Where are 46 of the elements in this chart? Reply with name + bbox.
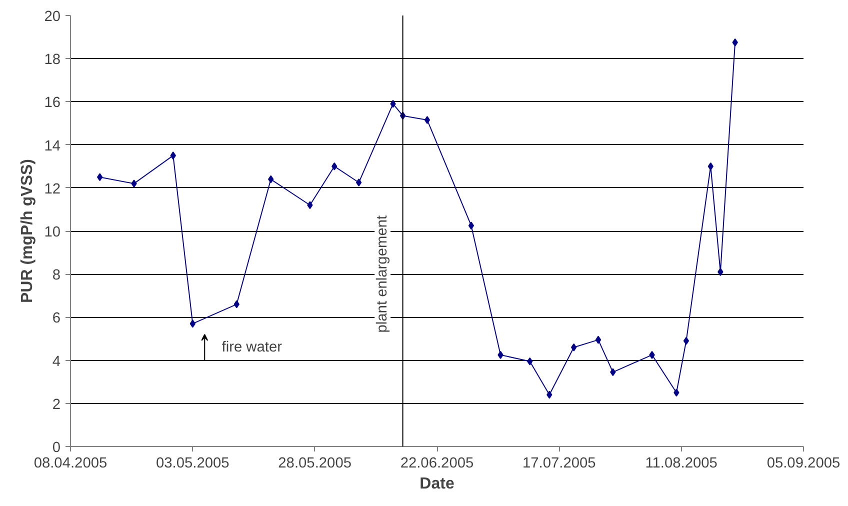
y-axis-title: PUR (mgP/h gVSS) xyxy=(19,158,36,304)
y-tick-label: 8 xyxy=(52,268,61,284)
y-tick-label: 4 xyxy=(52,354,61,370)
y-tick-label: 20 xyxy=(44,9,61,25)
point xyxy=(527,357,533,366)
point xyxy=(468,222,474,230)
point xyxy=(708,162,714,170)
point xyxy=(595,336,602,344)
point xyxy=(307,201,313,210)
y-tick-label: 16 xyxy=(44,95,61,112)
point xyxy=(649,350,655,359)
point xyxy=(131,180,137,188)
point xyxy=(390,100,396,108)
x-tick-label: 05.09.2005 xyxy=(766,456,840,472)
x-tick-label: 22.06.2005 xyxy=(400,456,474,472)
ref-line-label: plant enlargement xyxy=(374,215,391,333)
x-tick-label: 11.08.2005 xyxy=(645,456,718,472)
y-tick-label: 10 xyxy=(44,224,61,240)
point xyxy=(190,320,196,328)
x-tick-label: 17.07.2005 xyxy=(522,456,596,472)
point xyxy=(170,152,176,160)
point xyxy=(732,38,738,46)
point xyxy=(356,178,362,187)
x-tick-label: 28.05.2005 xyxy=(278,456,352,472)
point xyxy=(683,336,690,345)
x-tick-label: 03.05.2005 xyxy=(156,456,230,472)
point xyxy=(234,300,240,308)
point xyxy=(424,116,430,124)
point xyxy=(332,162,338,170)
y-tick-label: 6 xyxy=(52,310,61,327)
y-tick-label: 18 xyxy=(44,52,61,68)
point xyxy=(268,175,274,184)
point xyxy=(546,390,552,399)
point xyxy=(96,173,103,182)
point xyxy=(570,343,577,352)
y-tick-label: 14 xyxy=(44,138,61,154)
point xyxy=(674,388,680,397)
x-axis-title: Date xyxy=(420,476,454,492)
x-tick-label: 08.04.2005 xyxy=(34,456,108,472)
point xyxy=(610,368,616,376)
y-tick-label: 2 xyxy=(52,396,61,413)
point xyxy=(498,350,504,359)
point xyxy=(718,268,724,276)
y-tick-label: 0 xyxy=(52,440,61,456)
y-tick-label: 12 xyxy=(44,181,61,198)
annotation: fire water xyxy=(222,339,282,356)
